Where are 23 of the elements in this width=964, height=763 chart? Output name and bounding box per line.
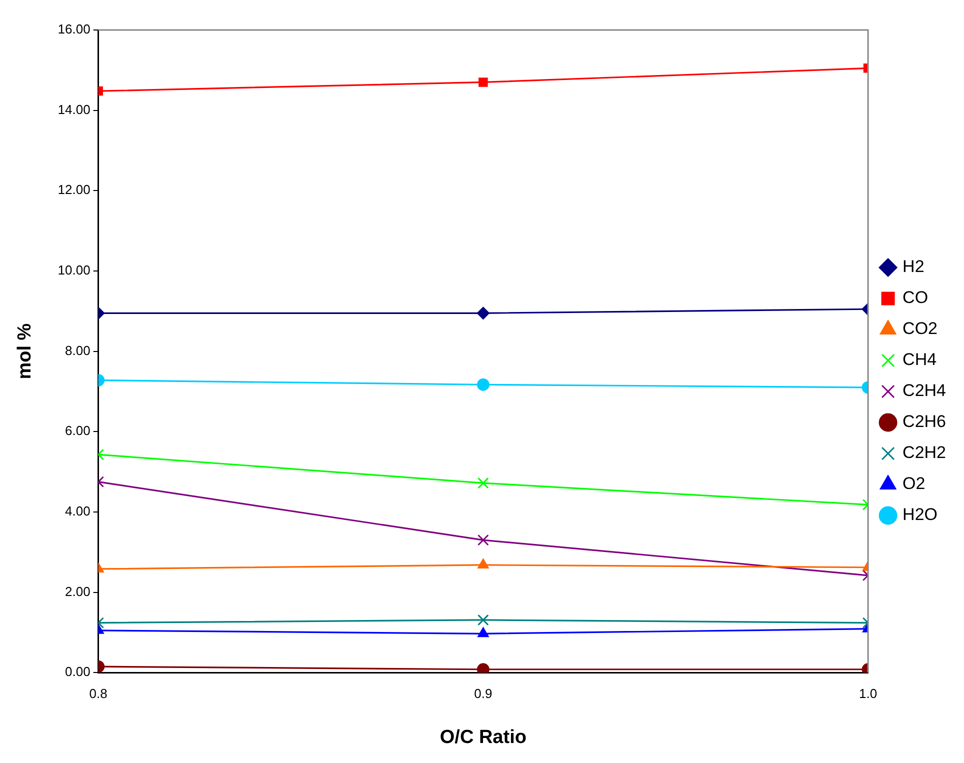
legend-label: C2H4: [902, 381, 946, 400]
y-tick-label: 6.00: [65, 423, 90, 438]
x-axis-title: O/C Ratio: [440, 726, 526, 748]
legend-label: CO: [902, 288, 928, 308]
x-tick-label: 0.9: [474, 686, 492, 701]
y-tick-label: 16.00: [58, 22, 90, 37]
y-axis-title: mol %: [14, 323, 36, 380]
y-tick-label: 4.00: [65, 504, 90, 519]
x-tick-label: 1.0: [859, 686, 878, 701]
y-tick-label: 14.00: [58, 102, 90, 117]
legend-label: CO2: [902, 319, 938, 338]
legend-label: O2: [902, 474, 926, 494]
y-tick-label: 0.00: [65, 664, 90, 680]
legend-label: C2H6: [902, 412, 946, 432]
legend-label: H2O: [902, 505, 938, 524]
y-tick-label: 12.00: [58, 182, 90, 198]
y-tick-label: 2.00: [65, 584, 90, 599]
x-tick-label: 0.8: [89, 686, 108, 701]
y-tick-label: 8.00: [65, 342, 90, 358]
y-tick-label: 10.00: [58, 262, 90, 278]
legend-label: CH4: [902, 350, 937, 370]
legend-label: C2H2: [902, 443, 946, 462]
legend-label: H2: [902, 257, 924, 276]
